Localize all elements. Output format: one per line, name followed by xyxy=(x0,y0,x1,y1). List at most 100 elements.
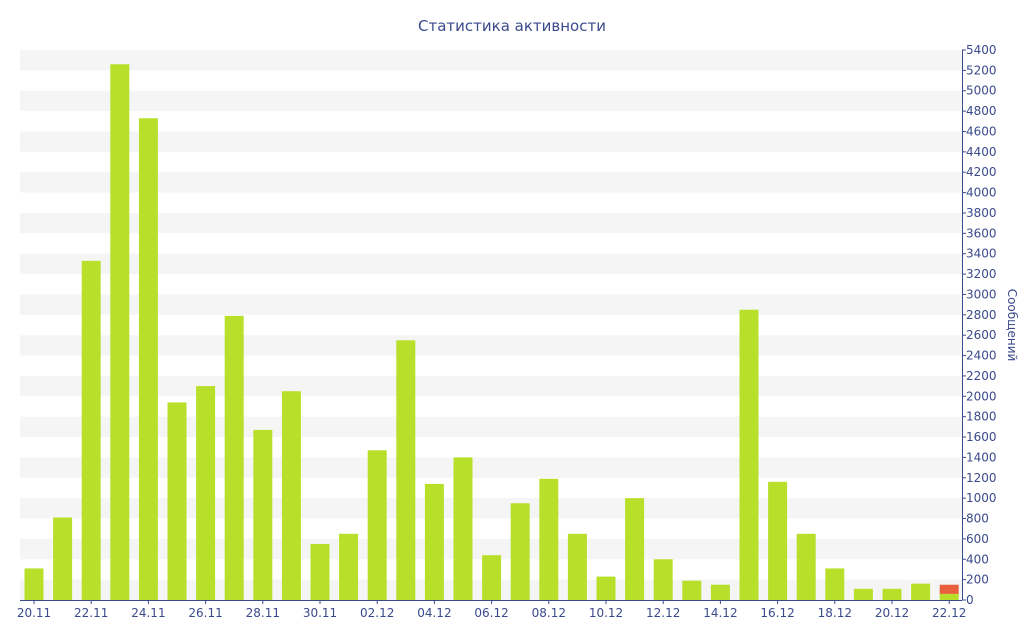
y-tick-label: 3000 xyxy=(966,287,997,301)
bar-29.11-s0 xyxy=(281,391,301,600)
grid-band xyxy=(20,253,962,275)
bar-23.11-s0 xyxy=(110,64,130,600)
bar-08.12-s0 xyxy=(539,478,559,600)
y-tick-label: 5200 xyxy=(966,63,997,77)
bar-21.11-s0 xyxy=(53,517,73,600)
x-tick-label: 10.12 xyxy=(589,606,623,620)
y-tick-label: 4000 xyxy=(966,186,997,200)
grid-band xyxy=(20,457,962,478)
y-tick-label: 4400 xyxy=(966,145,997,159)
bar-11.12-s0 xyxy=(625,498,645,600)
bar-17.12-s0 xyxy=(796,533,816,600)
bar-22.12-s1 xyxy=(939,584,959,594)
axes xyxy=(20,50,963,601)
y-tick-label: 3200 xyxy=(966,267,997,281)
bar-26.11-s0 xyxy=(196,386,216,600)
x-tick-label: 18.12 xyxy=(818,606,852,620)
bar-28.11-s0 xyxy=(253,429,273,600)
bar-series xyxy=(24,64,959,601)
y-tick-label: 4800 xyxy=(966,104,997,118)
x-tick-label: 26.11 xyxy=(188,606,222,620)
grid-band xyxy=(20,212,962,234)
y-tick-label: 2000 xyxy=(966,389,997,403)
y-tick-label: 1800 xyxy=(966,410,997,424)
y-tick-label: 600 xyxy=(966,532,989,546)
y-tick-label: 4200 xyxy=(966,165,997,179)
bar-24.11-s0 xyxy=(138,118,158,601)
x-tick-label: 20.12 xyxy=(875,606,909,620)
y-tick-label: 1600 xyxy=(966,430,997,444)
bar-02.12-s0 xyxy=(367,450,387,600)
bar-20.11-s0 xyxy=(24,568,44,600)
bar-19.12-s0 xyxy=(853,588,873,600)
y-tick-label: 5000 xyxy=(966,84,997,98)
x-tick-label: 12.12 xyxy=(646,606,680,620)
bar-04.12-s0 xyxy=(424,483,444,600)
bar-01.12-s0 xyxy=(339,533,359,600)
grid-band xyxy=(20,90,962,112)
bar-13.12-s0 xyxy=(682,580,702,600)
grid-band xyxy=(20,172,962,193)
x-tick-label: 22.12 xyxy=(932,606,966,620)
bar-05.12-s0 xyxy=(453,457,473,600)
grid-band xyxy=(20,131,962,152)
bar-25.11-s0 xyxy=(167,402,187,600)
bar-15.12-s0 xyxy=(739,309,759,600)
x-tick-label: 24.11 xyxy=(131,606,165,620)
grid-band xyxy=(20,335,962,356)
y-tick-label: 3400 xyxy=(966,247,997,261)
bar-27.11-s0 xyxy=(224,315,244,600)
x-tick-label: 20.11 xyxy=(17,606,51,620)
bar-21.12-s0 xyxy=(911,583,931,600)
x-axis-ticks: 20.11 22.11 24.11 26.11 28.11 30.11 02.12 04.12… xyxy=(17,600,966,620)
grid-band xyxy=(20,498,962,519)
y-tick-label: 5400 xyxy=(966,43,997,57)
grid-band xyxy=(20,375,962,397)
y-tick-label: 4600 xyxy=(966,124,997,138)
y-tick-label: 3600 xyxy=(966,226,997,240)
bar-12.12-s0 xyxy=(653,559,673,600)
bar-22.12-s0 xyxy=(939,593,959,600)
y-tick-label: 2400 xyxy=(966,349,997,363)
y-tick-label: 2600 xyxy=(966,328,997,342)
y-tick-label: 1400 xyxy=(966,450,997,464)
y-tick-label: 800 xyxy=(966,512,989,526)
y-tick-label: 400 xyxy=(966,552,989,566)
y-tick-label: 3800 xyxy=(966,206,997,220)
chart-title: Статистика активности xyxy=(418,17,606,35)
y-tick-label: 2200 xyxy=(966,369,997,383)
bar-09.12-s0 xyxy=(567,533,587,600)
x-tick-label: 04.12 xyxy=(417,606,451,620)
x-tick-label: 14.12 xyxy=(703,606,737,620)
bar-22.11-s0 xyxy=(81,260,101,600)
bar-16.12-s0 xyxy=(768,481,788,600)
grid-band xyxy=(20,416,962,438)
y-tick-label: 0 xyxy=(966,593,974,607)
bar-30.11-s0 xyxy=(310,543,330,600)
bar-20.12-s0 xyxy=(882,588,902,600)
y-tick-label: 1200 xyxy=(966,471,997,485)
y-tick-label: 1000 xyxy=(966,491,997,505)
bar-14.12-s0 xyxy=(710,584,730,600)
x-tick-label: 30.11 xyxy=(303,606,337,620)
x-tick-label: 08.12 xyxy=(532,606,566,620)
x-tick-label: 02.12 xyxy=(360,606,394,620)
grid-band xyxy=(20,294,962,315)
y-axis-title: Сообщений xyxy=(1005,289,1019,362)
y-axis-ticks: 0 200 400 600 800 1000 1200 1400 1600 1800 2000 220… xyxy=(962,43,997,607)
bar-07.12-s0 xyxy=(510,503,530,600)
bar-10.12-s0 xyxy=(596,576,616,600)
x-tick-label: 22.11 xyxy=(74,606,108,620)
grid-bands xyxy=(20,50,962,600)
bar-03.12-s0 xyxy=(396,340,416,600)
x-tick-label: 28.11 xyxy=(246,606,280,620)
grid-band xyxy=(20,50,962,71)
y-tick-label: 200 xyxy=(966,573,989,587)
bar-18.12-s0 xyxy=(825,568,845,600)
x-tick-label: 06.12 xyxy=(474,606,508,620)
bar-06.12-s0 xyxy=(482,555,502,600)
y-tick-label: 2800 xyxy=(966,308,997,322)
x-tick-label: 16.12 xyxy=(760,606,794,620)
